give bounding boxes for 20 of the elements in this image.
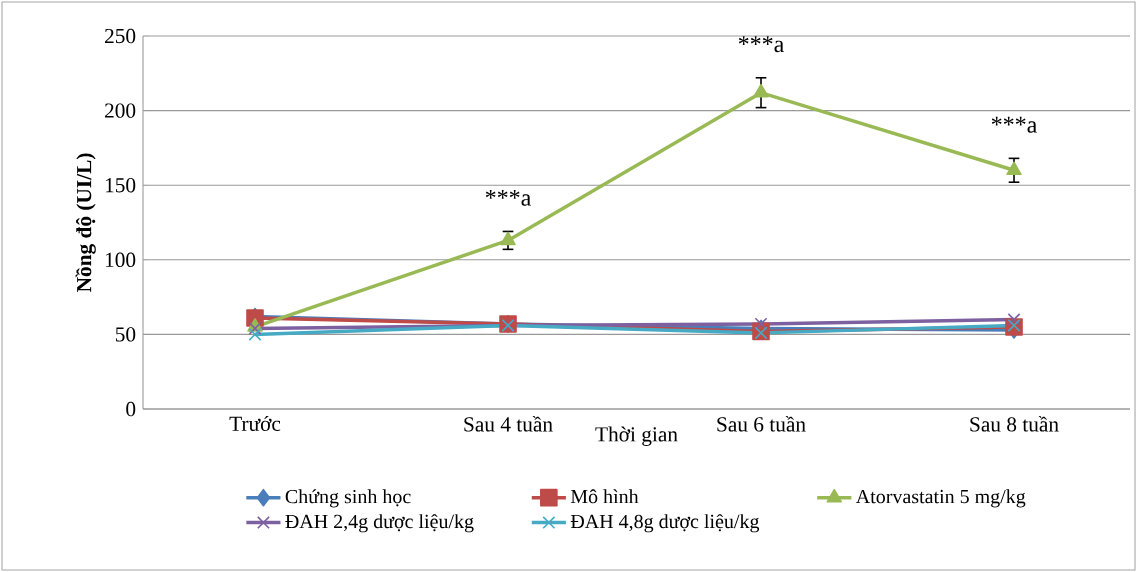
legend-label: Chứng sinh học bbox=[285, 489, 411, 508]
legend-label: Atorvastatin 5 mg/kg bbox=[855, 489, 1026, 508]
y-tick-label: 100 bbox=[105, 252, 136, 267]
annotation: ***a bbox=[991, 116, 1038, 133]
y-tick-label: 200 bbox=[105, 103, 136, 118]
x-tick-label: Sau 8 tuần bbox=[970, 415, 1059, 432]
x-tick-label: Sau 4 tuần bbox=[464, 415, 553, 432]
y-axis-title: Nồng độ (UI/L) bbox=[75, 153, 96, 293]
x-tick-label: Sau 6 tuần bbox=[717, 415, 806, 432]
y-tick-label: 150 bbox=[105, 178, 136, 193]
legend-label: ĐAH 4,8g dược liệu/kg bbox=[570, 514, 760, 533]
annotation: ***a bbox=[485, 189, 532, 206]
y-tick-label: 250 bbox=[105, 28, 136, 44]
x-tick-label: Trước bbox=[229, 415, 281, 431]
y-tick-label: 0 bbox=[126, 401, 136, 417]
annotation: ***a bbox=[738, 36, 785, 53]
legend-label: Mô hình bbox=[570, 489, 639, 504]
y-tick-label: 50 bbox=[115, 327, 136, 342]
legend-label: ĐAH 2,4g dược liệu/kg bbox=[285, 514, 474, 533]
x-axis-title: Thời gian bbox=[595, 426, 678, 446]
